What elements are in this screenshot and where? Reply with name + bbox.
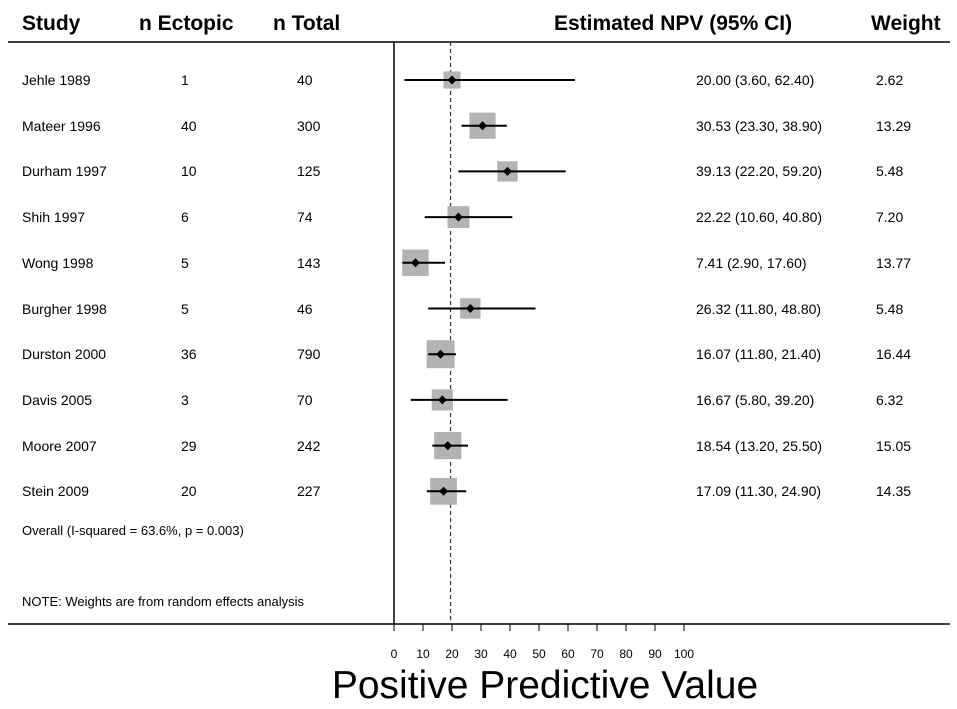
point-estimate-marker xyxy=(453,212,463,222)
n-total-value: 143 xyxy=(297,254,321,271)
n-ectopic-value: 5 xyxy=(181,254,189,271)
x-tick-label: 70 xyxy=(590,647,604,661)
point-estimate-marker xyxy=(478,121,488,131)
estimate-ci-text: 7.41 (2.90, 17.60) xyxy=(696,254,807,271)
estimate-ci-text: 22.22 (10.60, 40.80) xyxy=(696,209,823,226)
n-ectopic-value: 6 xyxy=(181,209,189,226)
weights-note: NOTE: Weights are from random effects an… xyxy=(22,594,305,609)
estimate-ci-text: 20.00 (3.60, 62.40) xyxy=(696,72,815,88)
overall-label: Overall (I-squared = 63.6%, p = 0.003) xyxy=(22,523,244,538)
estimate-ci-text: 26.32 (11.80, 48.80) xyxy=(696,300,822,317)
weight-value: 14.35 xyxy=(876,483,912,500)
n-total-value: 125 xyxy=(297,163,321,180)
estimate-ci-text: 16.67 (5.80, 39.20) xyxy=(696,391,815,408)
point-estimate-marker xyxy=(465,304,475,313)
weight-value: 16.44 xyxy=(876,346,912,363)
n-ectopic-value: 40 xyxy=(181,117,197,134)
n-total-value: 40 xyxy=(297,72,313,88)
weight-value: 5.48 xyxy=(876,163,904,180)
weight-value: 5.48 xyxy=(876,300,904,317)
x-tick-label: 20 xyxy=(445,647,459,661)
weight-value: 13.77 xyxy=(876,254,912,271)
study-name: Shih 1997 xyxy=(22,209,86,226)
estimate-ci-text: 16.07 (11.80, 21.40) xyxy=(696,346,822,363)
study-name: Durham 1997 xyxy=(22,163,107,180)
x-tick-label: 30 xyxy=(474,647,488,661)
study-name: Stein 2009 xyxy=(22,483,89,500)
point-estimate-marker xyxy=(410,258,420,268)
n-ectopic-value: 1 xyxy=(181,72,189,88)
x-tick-label: 50 xyxy=(532,647,546,661)
n-total-value: 227 xyxy=(297,483,321,500)
x-tick-label: 80 xyxy=(619,647,633,661)
n-total-value: 74 xyxy=(297,209,313,226)
x-tick-label: 0 xyxy=(391,647,398,661)
point-estimate-marker xyxy=(502,166,512,176)
x-tick-label: 90 xyxy=(648,647,662,661)
study-name: Wong 1998 xyxy=(22,254,94,271)
x-axis-label: Positive Predictive Value xyxy=(331,664,759,707)
n-total-value: 70 xyxy=(297,391,313,408)
n-total-value: 242 xyxy=(297,437,321,454)
header-n-total: n Total xyxy=(273,12,341,35)
n-total-value: 46 xyxy=(297,300,313,317)
x-tick-label: 60 xyxy=(561,647,575,661)
study-name: Mateer 1996 xyxy=(22,117,101,134)
header-estimate: Estimated NPV (95% CI) xyxy=(554,12,793,35)
n-ectopic-value: 5 xyxy=(181,300,189,317)
header-weight: Weight xyxy=(871,12,941,35)
point-estimate-marker xyxy=(447,75,457,85)
point-estimate-marker xyxy=(439,486,449,496)
estimate-ci-text: 39.13 (22.20, 59.20) xyxy=(696,163,823,180)
n-total-value: 790 xyxy=(297,346,321,363)
n-total-value: 300 xyxy=(297,117,321,134)
n-ectopic-value: 3 xyxy=(181,391,189,408)
point-estimate-marker xyxy=(443,441,453,451)
estimate-ci-text: 18.54 (13.20, 25.50) xyxy=(696,437,823,454)
weight-value: 2.62 xyxy=(876,72,904,88)
x-tick-label: 10 xyxy=(416,647,430,661)
weight-value: 6.32 xyxy=(876,391,904,408)
n-ectopic-value: 36 xyxy=(181,346,197,363)
point-estimate-marker xyxy=(437,395,447,405)
study-name: Moore 2007 xyxy=(22,437,97,454)
point-estimate-marker xyxy=(436,349,446,359)
header-study: Study xyxy=(22,12,81,35)
weight-value: 7.20 xyxy=(876,209,904,226)
weight-value: 13.29 xyxy=(876,117,912,134)
estimate-ci-text: 17.09 (11.30, 24.90) xyxy=(696,483,822,500)
x-tick-label: 100 xyxy=(674,647,694,661)
n-ectopic-value: 29 xyxy=(181,437,197,454)
n-ectopic-value: 20 xyxy=(181,483,197,500)
n-ectopic-value: 10 xyxy=(181,163,197,180)
study-name: Durston 2000 xyxy=(22,346,107,363)
study-name: Burgher 1998 xyxy=(22,300,107,317)
header-n-ectopic: n Ectopic xyxy=(139,12,234,35)
weight-value: 15.05 xyxy=(876,437,912,454)
x-tick-label: 40 xyxy=(503,647,517,661)
study-name: Jehle 1989 xyxy=(22,72,91,88)
estimate-ci-text: 30.53 (23.30, 38.90) xyxy=(696,117,823,134)
study-name: Davis 2005 xyxy=(22,391,93,408)
